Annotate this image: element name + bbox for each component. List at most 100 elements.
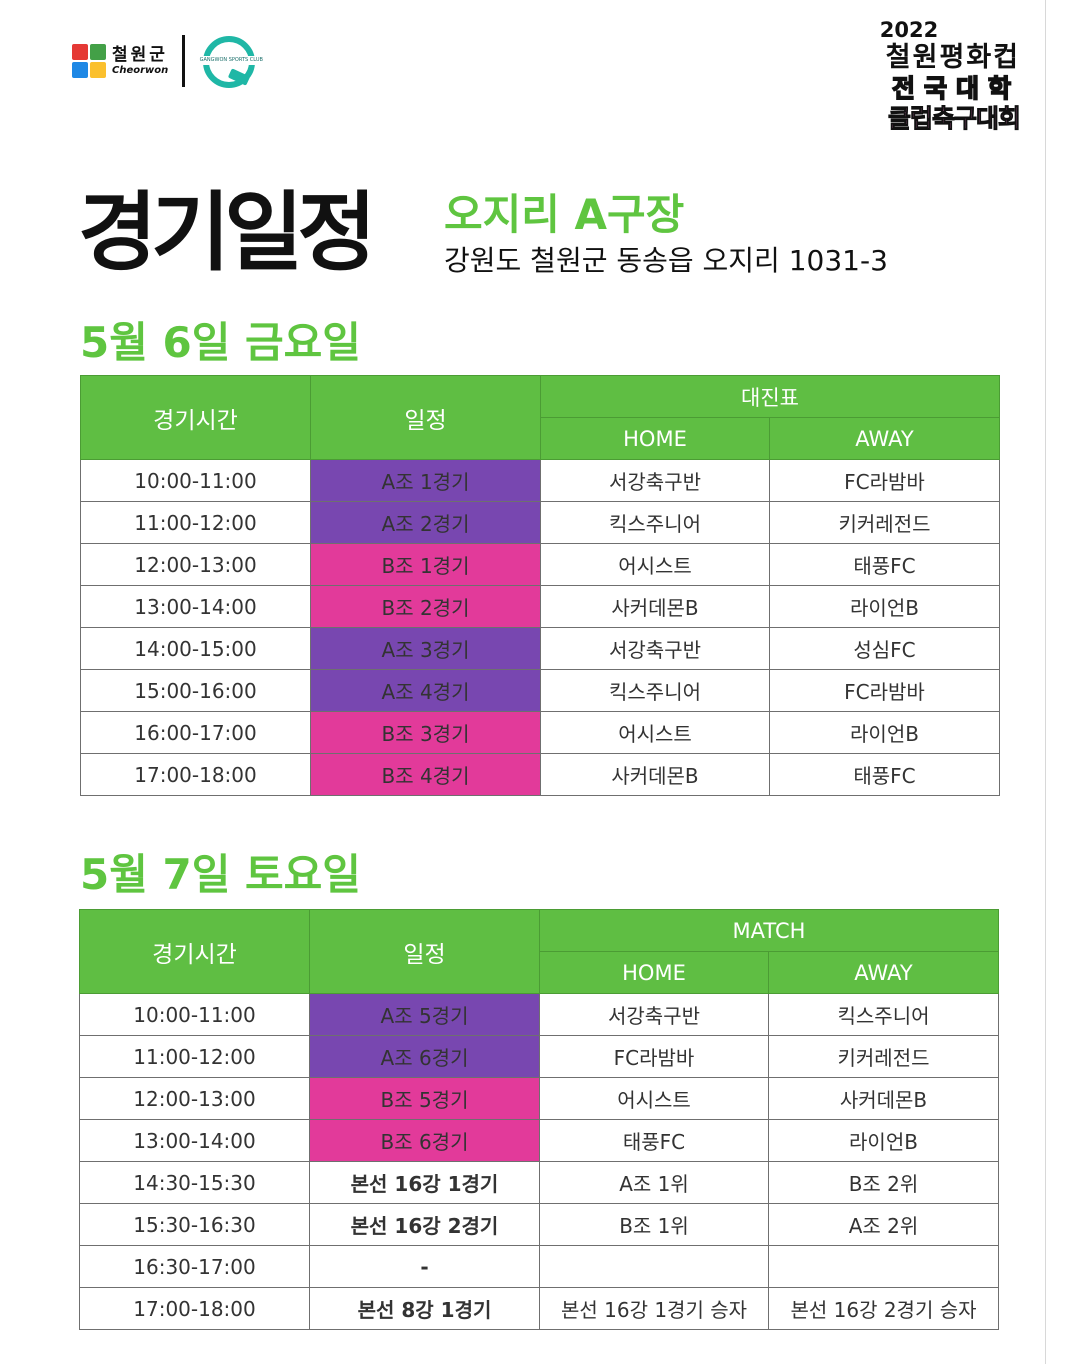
table-row: 17:00-18:00 본선 8강 1경기 본선 16강 1경기 승자 본선 16강 … <box>79 1287 999 1330</box>
cheorwon-logo-en: Cheorwon <box>112 64 169 76</box>
cell-time: 11:00-12:00 <box>79 1035 310 1078</box>
cell-home-team: A조 1위 <box>539 1161 769 1204</box>
table-row: 17:00-18:00 B조 4경기 사커데몬B 태풍FC <box>80 753 1000 796</box>
event-year: 2022 <box>879 18 939 42</box>
day2-title: 5월 7일 토요일 <box>80 850 361 899</box>
gangwon-logo-text: GANGWON SPORTS CLUB <box>195 56 268 65</box>
cell-time: 15:00-16:00 <box>80 669 311 712</box>
cell-match: B조 4경기 <box>310 753 541 796</box>
cell-away-team: 태풍FC <box>769 753 1000 796</box>
table-row: 10:00-11:00 A조 1경기 서강축구반 FC라밤바 <box>80 459 1000 502</box>
cell-home-team: 어시스트 <box>540 543 770 586</box>
cell-match: 본선 16강 2경기 <box>309 1203 540 1246</box>
cell-home-team: 사커데몬B <box>540 753 770 796</box>
table-row: 12:00-13:00 B조 5경기 어시스트 사커데몬B <box>79 1077 999 1120</box>
header-time: 경기시간 <box>79 909 310 994</box>
cell-home-team: 서강축구반 <box>540 459 770 502</box>
venue-name: 오지리 A구장 <box>444 190 685 239</box>
table-row: 16:30-17:00- <box>79 1245 999 1288</box>
cell-match: 본선 8강 1경기 <box>309 1287 540 1330</box>
cell-match: A조 1경기 <box>310 459 541 502</box>
cell-match: A조 3경기 <box>310 627 541 670</box>
table-row: 15:30-16:30 본선 16강 2경기 B조 1위 A조 2위 <box>79 1203 999 1246</box>
venue-address: 강원도 철원군 동송읍 오지리 1031-3 <box>444 244 888 277</box>
table-row: 15:00-16:00 A조 4경기 킥스주니어 FC라밤바 <box>80 669 1000 712</box>
cell-time: 11:00-12:00 <box>80 501 311 544</box>
cell-time: 14:30-15:30 <box>79 1161 310 1204</box>
cell-home-team: 태풍FC <box>539 1119 769 1162</box>
day2-schedule-table: 경기시간 일정 MATCH HOME AWAY 10:00-11:00 A조 5경… <box>79 909 999 1330</box>
page-edge-line <box>1045 0 1046 1364</box>
table-row: 16:00-17:00 B조 3경기 어시스트 라이언B <box>80 711 1000 754</box>
day1-schedule-table: 경기시간 일정 대진표 HOME AWAY 10:00-11:00 A조 1경기 서… <box>80 375 1000 796</box>
cell-time: 13:00-14:00 <box>79 1119 310 1162</box>
cell-home-team <box>539 1245 769 1288</box>
cell-away-team: 태풍FC <box>769 543 1000 586</box>
cell-away-team: 킥스주니어 <box>768 993 999 1036</box>
cell-match: B조 5경기 <box>309 1077 540 1120</box>
cell-away-team: 라이언B <box>768 1119 999 1162</box>
page-title: 경기일정 <box>78 183 376 283</box>
table-row: 12:00-13:00 B조 1경기 어시스트 태풍FC <box>80 543 1000 586</box>
day1-title: 5월 6일 금요일 <box>80 318 361 367</box>
cell-time: 10:00-11:00 <box>79 993 310 1036</box>
cell-time: 16:00-17:00 <box>80 711 311 754</box>
cell-home-team: 서강축구반 <box>539 993 769 1036</box>
cell-home-team: 서강축구반 <box>540 627 770 670</box>
cell-away-team: A조 2위 <box>768 1203 999 1246</box>
gangwon-sports-club-logo: GANGWON SPORTS CLUB <box>195 34 268 88</box>
cheorwon-logo-kr: 철원군 <box>112 44 168 65</box>
cell-time: 17:00-18:00 <box>79 1287 310 1330</box>
cell-match: B조 3경기 <box>310 711 541 754</box>
cell-match: A조 6경기 <box>309 1035 540 1078</box>
cell-time: 12:00-13:00 <box>79 1077 310 1120</box>
cell-away-team: 키커레전드 <box>769 501 1000 544</box>
cell-match: B조 2경기 <box>310 585 541 628</box>
header-home: HOME <box>540 417 770 460</box>
cell-time: 15:30-16:30 <box>79 1203 310 1246</box>
table-row: 14:30-15:30 본선 16강 1경기 A조 1위 B조 2위 <box>79 1161 999 1204</box>
cell-away-team: 라이언B <box>769 585 1000 628</box>
cell-away-team: FC라밤바 <box>769 459 1000 502</box>
event-title-line2: 전국대학 <box>891 73 1020 104</box>
logo-area: 철원군 Cheorwon GANGWON SPORTS CLUB <box>72 34 268 88</box>
table-row: 13:00-14:00 B조 6경기 태풍FC 라이언B <box>79 1119 999 1162</box>
table-row: 11:00-12:00 A조 6경기 FC라밤바 키커레전드 <box>79 1035 999 1078</box>
header-home: HOME <box>539 951 769 994</box>
cell-away-team: 성심FC <box>769 627 1000 670</box>
cell-time: 13:00-14:00 <box>80 585 311 628</box>
logo-divider <box>182 35 186 87</box>
cell-match: A조 4경기 <box>310 669 541 712</box>
cell-home-team: 어시스트 <box>539 1077 769 1120</box>
cell-home-team: 어시스트 <box>540 711 770 754</box>
header-match: MATCH <box>539 909 999 952</box>
cell-away-team: 키커레전드 <box>768 1035 999 1078</box>
cell-home-team: B조 1위 <box>539 1203 769 1246</box>
table-row: 11:00-12:00 A조 2경기 킥스주니어 키커레전드 <box>80 501 1000 544</box>
cell-home-team: 사커데몬B <box>540 585 770 628</box>
cell-home-team: 킥스주니어 <box>540 501 770 544</box>
cell-match: A조 5경기 <box>309 993 540 1036</box>
header-away: AWAY <box>768 951 999 994</box>
cheorwon-logo-text: 철원군 Cheorwon <box>112 44 169 76</box>
cell-time: 12:00-13:00 <box>80 543 311 586</box>
event-title-line1: 철원평화컵 <box>885 42 1020 73</box>
table-row: 10:00-11:00 A조 5경기 서강축구반 킥스주니어 <box>79 993 999 1036</box>
cell-match: B조 6경기 <box>309 1119 540 1162</box>
cell-time: 14:00-15:00 <box>80 627 311 670</box>
cell-time: 16:30-17:00 <box>79 1245 310 1288</box>
header-schedule: 일정 <box>309 909 540 994</box>
cell-away-team: 사커데몬B <box>768 1077 999 1120</box>
header-time: 경기시간 <box>80 375 311 460</box>
cell-away-team: B조 2위 <box>768 1161 999 1204</box>
cell-time: 10:00-11:00 <box>80 459 311 502</box>
event-title-line3: 클럽축구대회 <box>887 104 1021 134</box>
cell-home-team: FC라밤바 <box>539 1035 769 1078</box>
cell-match: B조 1경기 <box>310 543 541 586</box>
cell-away-team: 라이언B <box>769 711 1000 754</box>
event-title-block: 2022 철원평화컵 전국대학 클럽축구대회 <box>830 18 1022 134</box>
cell-away-team <box>768 1245 999 1288</box>
cell-away-team: FC라밤바 <box>769 669 1000 712</box>
header-bracket: 대진표 <box>540 375 1000 418</box>
cell-home-team: 본선 16강 1경기 승자 <box>539 1287 769 1330</box>
